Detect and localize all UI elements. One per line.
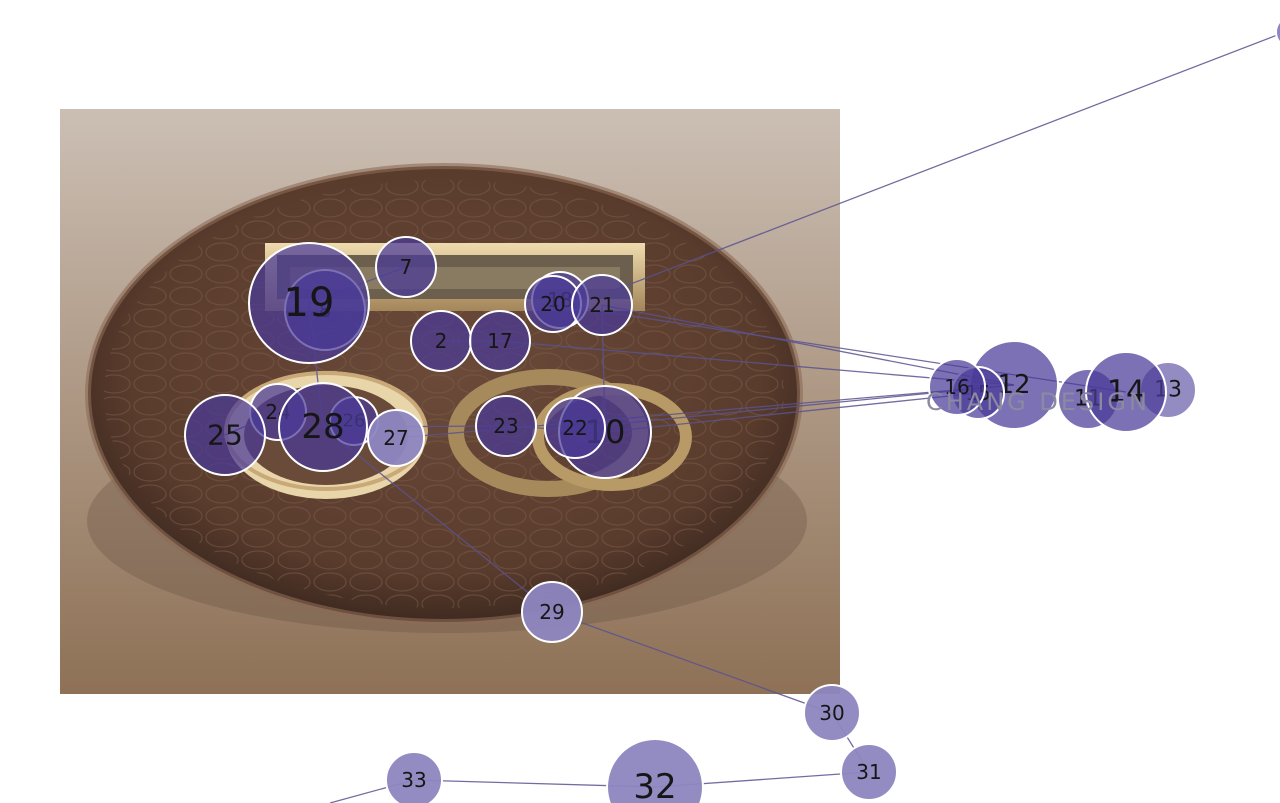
graph-node-25[interactable]: 25 [184, 394, 266, 476]
graph-node-label: 27 [383, 426, 408, 450]
graph-node-label: 29 [539, 600, 564, 624]
caption-text: CHANG DESIGN [926, 388, 1150, 416]
graph-node-circle[interactable] [1085, 351, 1167, 433]
graph-node-circle[interactable] [469, 310, 531, 372]
graph-node-30[interactable]: 30 [803, 684, 861, 742]
graph-node-31[interactable]: 31 [840, 743, 898, 801]
graph-node-circle[interactable] [606, 738, 704, 803]
graph-node-32[interactable]: 32 [606, 738, 704, 803]
graph-node-circle[interactable] [928, 358, 986, 416]
graph-node-label: 19 [284, 280, 335, 326]
edge-10-15 [604, 392, 979, 433]
graph-node-offscreen[interactable] [1275, 16, 1280, 48]
graph-node-23[interactable]: 23 [475, 395, 537, 457]
graph-node-17[interactable]: 17 [469, 310, 531, 372]
graph-node-21[interactable]: 21 [571, 274, 633, 336]
graph-nodes: 2781011121314151617181920212223242526272… [184, 16, 1280, 803]
graph-node-19[interactable]: 19 [248, 242, 370, 364]
graph-node-label: 31 [856, 760, 881, 784]
graph-node-label: 25 [207, 419, 243, 452]
graph-node-33[interactable]: 33 [385, 751, 443, 803]
graph-node-label: 20 [540, 292, 565, 316]
graph-node-label: 33 [401, 768, 426, 792]
edge-17-12 [499, 340, 1015, 386]
graph-node-circle[interactable] [803, 684, 861, 742]
graph-node-circle[interactable] [571, 274, 633, 336]
graph-node-label: 32 [633, 767, 676, 803]
graph-node-label: 22 [562, 416, 587, 440]
graph-node-16[interactable]: 16 [928, 358, 986, 416]
graph-node-label: 16 [944, 375, 969, 399]
graph-node-label: 30 [819, 701, 844, 725]
graph-node-circle[interactable] [840, 743, 898, 801]
graph-node-circle[interactable] [521, 581, 583, 643]
graph-node-28[interactable]: 28 [278, 382, 368, 472]
graph-node-22[interactable]: 22 [544, 397, 606, 459]
edge-28-29 [322, 426, 553, 613]
graph-node-label: 2 [435, 329, 448, 353]
graph-node-7[interactable]: 7 [375, 236, 437, 298]
graph-node-circle[interactable] [475, 395, 537, 457]
graph-node-circle[interactable] [278, 382, 368, 472]
graph-node-29[interactable]: 29 [521, 581, 583, 643]
graph-node-label: 21 [589, 293, 614, 317]
graph-node-circle[interactable] [375, 236, 437, 298]
edge-offscreen [614, 33, 1280, 291]
graph-node-label: 28 [301, 407, 344, 447]
graph-node-label: 17 [487, 329, 512, 353]
graph-node-circle[interactable] [248, 242, 370, 364]
graph-node-circle[interactable] [367, 409, 425, 467]
graph-node-2[interactable]: 2 [410, 310, 472, 372]
graph-node-14[interactable]: 14 [1085, 351, 1167, 433]
graph-node-label: 7 [400, 255, 413, 279]
graph-node-circle[interactable] [544, 397, 606, 459]
graph-node-circle[interactable] [184, 394, 266, 476]
graph-node-label: 23 [493, 414, 518, 438]
graph-node-label: 14 [1107, 375, 1145, 410]
edge-29-30 [551, 611, 833, 714]
graph-node-circle[interactable] [385, 751, 443, 803]
graph-node-27[interactable]: 27 [367, 409, 425, 467]
